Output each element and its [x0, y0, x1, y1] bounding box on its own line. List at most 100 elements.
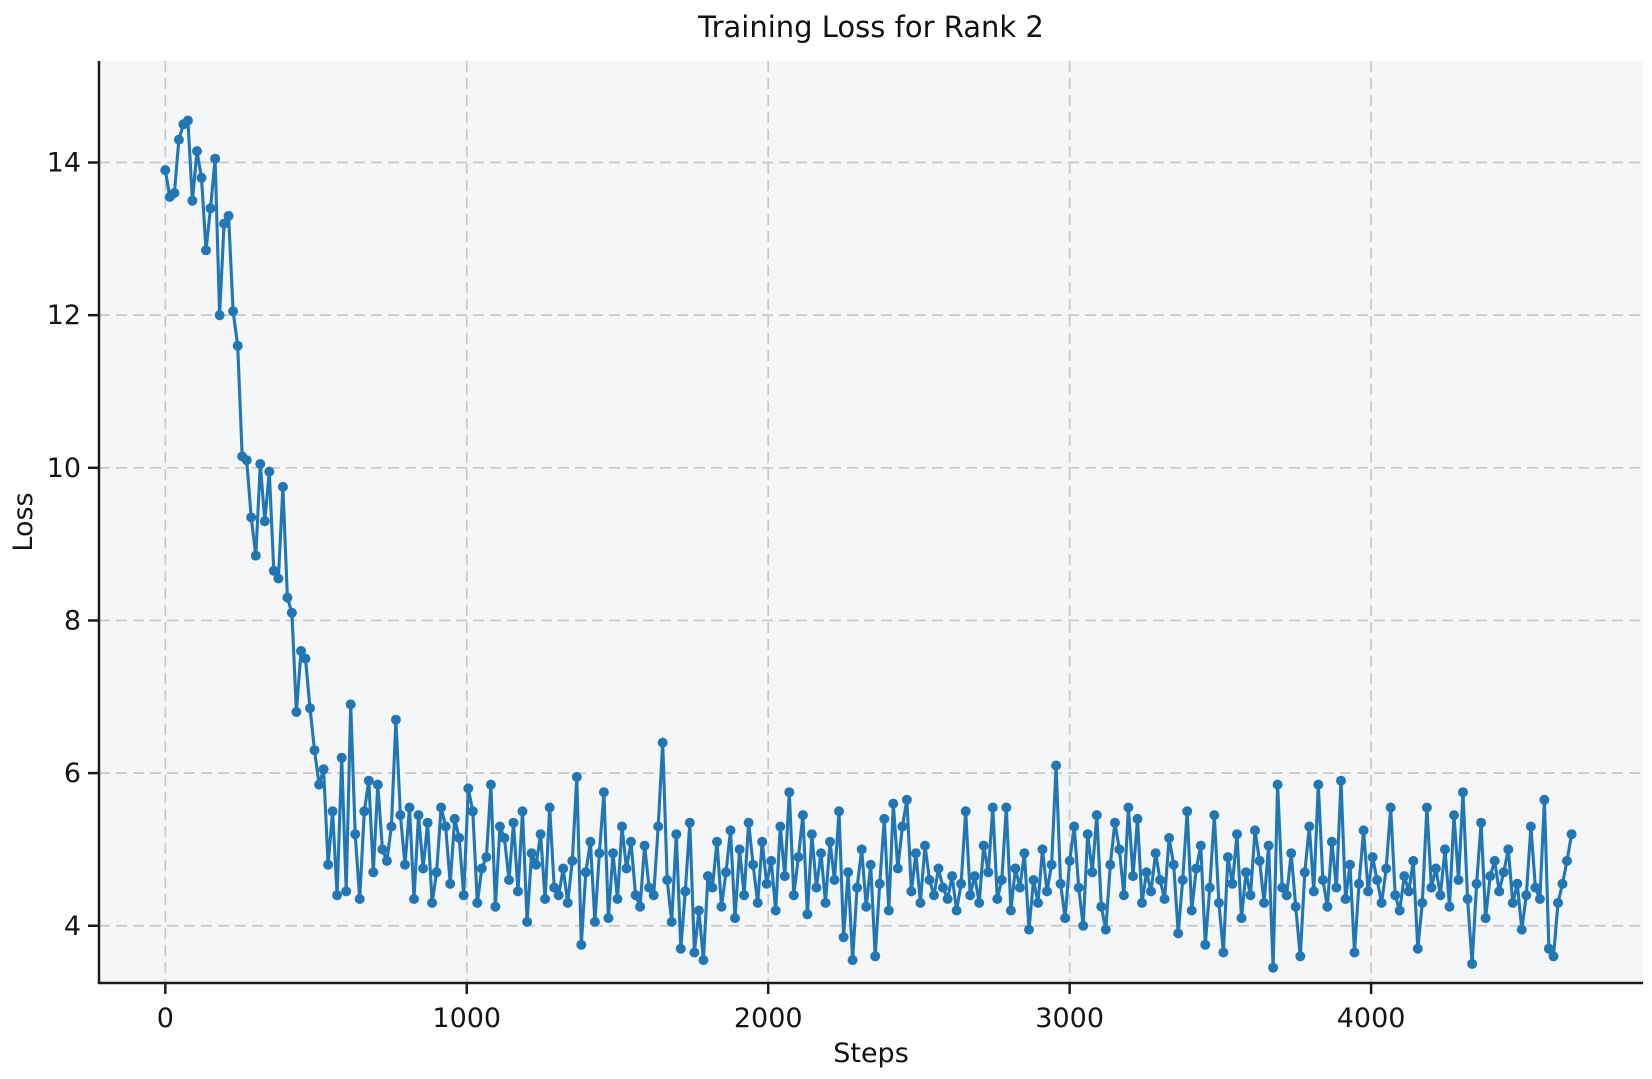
data-point — [1177, 875, 1188, 885]
data-point — [1349, 947, 1360, 958]
data-point — [1191, 863, 1202, 874]
data-point — [490, 901, 501, 912]
data-point — [535, 829, 546, 840]
data-point — [1146, 886, 1156, 897]
data-point — [246, 512, 257, 523]
data-point — [291, 707, 302, 717]
data-point — [1137, 897, 1147, 908]
data-point — [901, 794, 912, 805]
data-point — [1440, 844, 1450, 855]
data-point — [1480, 913, 1491, 924]
data-point — [567, 855, 578, 866]
data-point — [1485, 871, 1496, 882]
data-point — [1462, 894, 1473, 904]
data-point — [350, 829, 361, 840]
data-point — [929, 890, 939, 901]
data-point — [386, 821, 397, 832]
data-point — [454, 833, 465, 843]
data-point — [1363, 886, 1374, 897]
data-point — [1019, 848, 1030, 859]
data-point — [1173, 928, 1184, 939]
data-point — [920, 840, 930, 851]
data-point — [1268, 962, 1279, 973]
data-point — [1566, 829, 1577, 840]
data-point — [1399, 871, 1410, 882]
data-point — [933, 863, 944, 874]
data-point — [1521, 890, 1532, 901]
data-point — [1046, 859, 1057, 870]
data-point — [318, 764, 329, 775]
data-point — [1164, 833, 1175, 843]
data-point — [1263, 840, 1274, 851]
data-point — [1322, 901, 1333, 912]
data-point — [987, 802, 998, 813]
data-point — [892, 863, 903, 874]
data-point — [1467, 958, 1478, 969]
data-point — [192, 146, 202, 157]
data-point — [752, 897, 763, 908]
data-point — [680, 886, 691, 897]
data-point — [1254, 855, 1265, 866]
data-point — [571, 771, 582, 782]
data-point — [228, 306, 239, 317]
data-point — [956, 878, 967, 889]
data-point — [354, 894, 365, 904]
data-point — [766, 855, 777, 866]
data-point — [770, 905, 781, 916]
data-point — [1435, 890, 1446, 901]
data-point — [671, 829, 682, 840]
data-point — [1159, 894, 1170, 904]
data-point — [626, 836, 636, 847]
data-point — [553, 890, 564, 901]
data-point — [617, 821, 627, 832]
data-point — [359, 806, 370, 817]
data-point — [725, 825, 736, 836]
data-point — [702, 871, 713, 882]
data-point — [1082, 829, 1093, 840]
data-point — [825, 836, 835, 847]
data-point — [1543, 943, 1554, 954]
data-point — [1209, 810, 1220, 821]
data-point — [897, 821, 908, 832]
data-point — [1281, 890, 1292, 901]
data-point — [684, 817, 695, 828]
data-point — [793, 852, 804, 863]
data-point — [938, 882, 948, 893]
data-point — [1150, 848, 1161, 859]
data-point — [1503, 844, 1514, 855]
data-point — [784, 787, 795, 798]
data-point — [372, 779, 383, 790]
data-point — [1372, 875, 1383, 885]
data-point — [852, 882, 863, 893]
data-point — [327, 806, 338, 817]
data-point — [662, 875, 673, 885]
data-point — [874, 878, 885, 889]
data-point — [910, 848, 921, 859]
y-tick-label: 10 — [47, 453, 81, 484]
y-tick-label: 8 — [64, 605, 81, 636]
data-point — [1001, 802, 1012, 813]
x-tick-label: 0 — [157, 1003, 174, 1034]
data-point — [522, 916, 533, 927]
data-point — [562, 897, 573, 908]
data-point — [1453, 875, 1464, 885]
data-point — [657, 737, 668, 748]
data-point — [1155, 875, 1166, 885]
x-tick-label: 1000 — [432, 1003, 501, 1034]
data-point — [1390, 890, 1401, 901]
data-point — [449, 813, 460, 824]
data-point — [1060, 913, 1071, 924]
data-point — [1168, 859, 1179, 870]
data-point — [761, 878, 772, 889]
data-point — [1507, 897, 1518, 908]
data-point — [395, 810, 406, 821]
data-point — [305, 703, 315, 714]
data-point — [698, 955, 709, 966]
data-point — [173, 134, 184, 145]
data-point — [1241, 867, 1251, 878]
data-point — [996, 875, 1007, 885]
data-point — [1218, 947, 1229, 958]
data-point — [1250, 825, 1260, 836]
data-point — [1444, 901, 1455, 912]
